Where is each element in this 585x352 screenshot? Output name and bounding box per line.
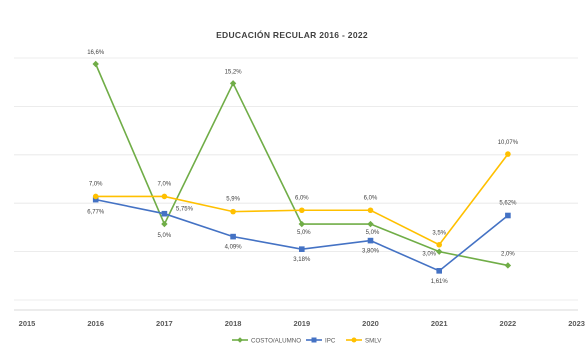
data-label: 5,0% xyxy=(297,230,311,236)
data-point xyxy=(436,248,443,255)
data-point xyxy=(92,193,99,200)
legend-item: SMLV xyxy=(346,337,382,344)
data-label: 5,75% xyxy=(176,207,194,213)
data-labels: 16,6% 5,0% 15,2% 5,0% 5,0% 3,0% 2,0% 6,77% 5,75%… xyxy=(87,50,519,285)
data-point xyxy=(299,246,305,252)
data-point xyxy=(436,268,442,274)
data-label: 3,80% xyxy=(362,249,380,255)
data-label: 7,0% xyxy=(158,181,172,187)
data-label: 5,62% xyxy=(499,200,517,206)
legend: COSTO/ALUMNO IPC SMLV xyxy=(232,337,382,344)
data-point xyxy=(298,220,305,228)
legend-item: COSTO/ALUMNO xyxy=(232,337,301,344)
x-axis-ticks: 2015 2016 2017 2018 2019 2020 2021 2022 2023 xyxy=(19,319,585,328)
data-point xyxy=(436,241,443,248)
data-label: 5,0% xyxy=(366,230,380,236)
chart-title: EDUCACIÓN RECULAR 2016 - 2022 xyxy=(216,29,368,40)
data-label: 16,6% xyxy=(87,50,105,56)
legend-label: IPC xyxy=(325,337,336,344)
data-label: 4,09% xyxy=(225,245,243,251)
legend-marker xyxy=(351,337,357,343)
data-label: 5,0% xyxy=(158,233,172,239)
data-label: 15,2% xyxy=(225,69,243,75)
x-tick-label: 2023 xyxy=(568,319,585,328)
series-layer xyxy=(92,60,512,274)
x-tick-label: 2018 xyxy=(225,319,242,328)
x-tick-label: 2017 xyxy=(156,319,173,328)
data-point xyxy=(299,207,305,214)
data-label: 6,77% xyxy=(87,210,105,216)
x-tick-label: 2016 xyxy=(87,319,104,328)
data-point xyxy=(505,212,511,219)
data-point xyxy=(161,220,168,228)
data-label: 2,0% xyxy=(501,251,515,257)
x-tick-label: 2015 xyxy=(19,319,36,328)
data-label: 6,0% xyxy=(364,195,378,201)
data-label: 10,07% xyxy=(498,140,519,146)
data-point xyxy=(161,193,168,200)
x-tick-label: 2022 xyxy=(500,319,517,328)
data-label: 7,0% xyxy=(89,181,103,187)
data-label: 3,5% xyxy=(432,231,446,237)
legend-item: IPC xyxy=(306,337,336,344)
legend-marker xyxy=(311,337,317,343)
data-label: 3,0% xyxy=(422,252,436,258)
legend-label: SMLV xyxy=(365,337,382,344)
data-point xyxy=(504,262,512,269)
legend-marker xyxy=(237,337,243,343)
gridlines xyxy=(14,57,578,311)
data-point xyxy=(505,151,511,157)
x-tick-label: 2021 xyxy=(431,319,448,328)
data-point xyxy=(367,237,374,244)
x-tick-label: 2019 xyxy=(293,319,310,328)
data-point xyxy=(92,60,99,68)
data-label: 3,18% xyxy=(293,257,311,263)
data-point xyxy=(92,196,99,203)
data-point xyxy=(367,207,374,214)
legend-label: COSTO/ALUMNO xyxy=(251,337,301,344)
data-point xyxy=(367,220,374,228)
data-label: 5,9% xyxy=(226,197,240,203)
data-point xyxy=(161,210,168,217)
data-point xyxy=(230,233,236,240)
data-point xyxy=(230,208,236,215)
data-label: 6,0% xyxy=(295,195,309,201)
x-tick-label: 2020 xyxy=(362,319,379,328)
data-point xyxy=(229,80,237,87)
data-label: 1,61% xyxy=(431,279,449,285)
